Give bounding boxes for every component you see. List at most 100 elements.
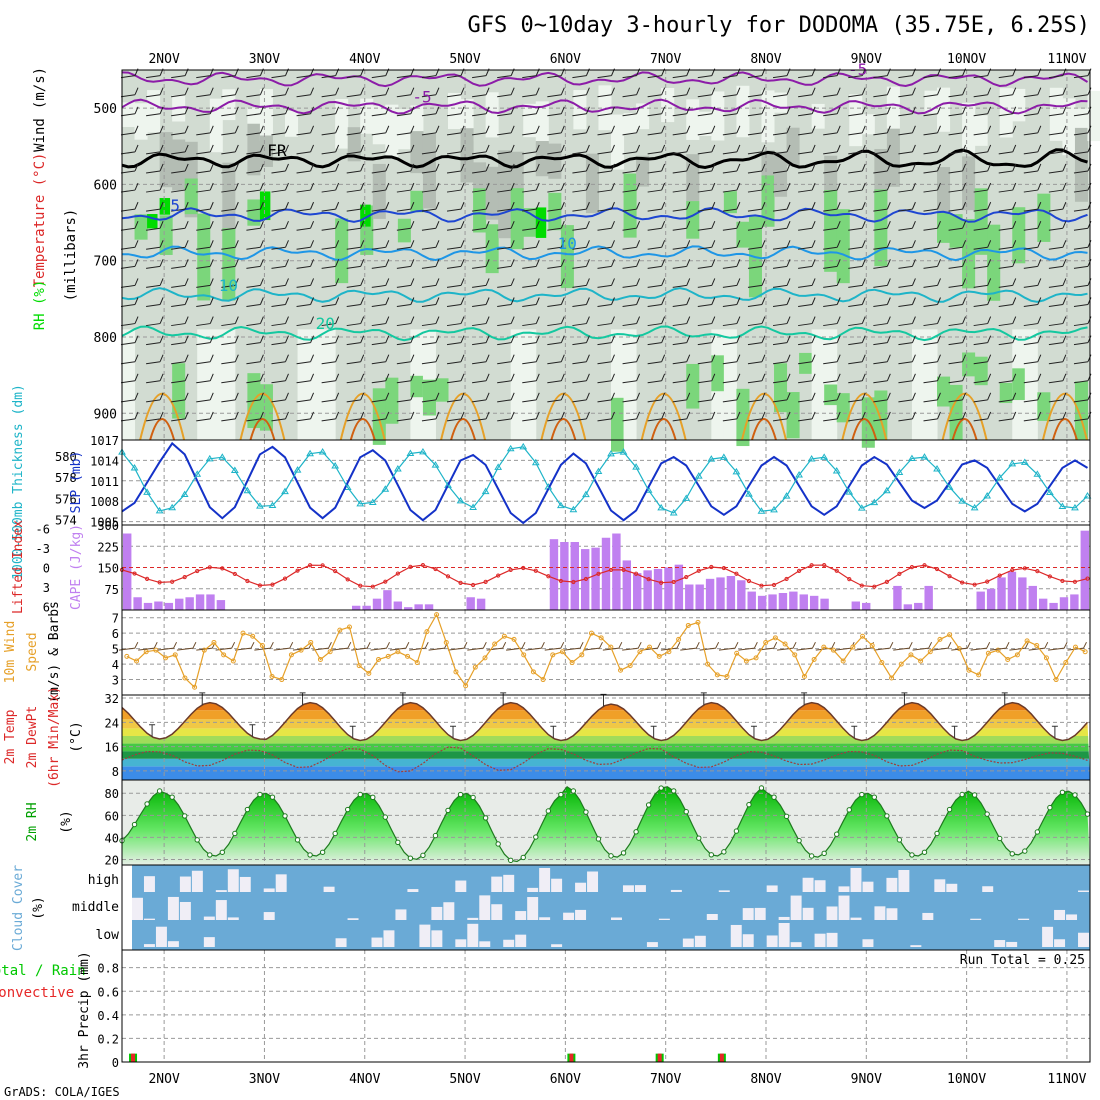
date-label-bottom: 10NOV [947, 1072, 986, 1087]
cloud-cover-bar [143, 876, 155, 892]
wind-barb [572, 259, 590, 269]
wind-barb [246, 221, 264, 231]
wind-barb [898, 411, 916, 422]
thickness-marker [694, 472, 703, 479]
wind-barb [672, 182, 691, 193]
wind-barb [296, 87, 315, 98]
wind-barb [998, 297, 1017, 307]
cloud-cover-bar [227, 917, 239, 920]
temp-tick-label: 8 [112, 765, 119, 779]
rh-green-patch [874, 189, 888, 267]
thickness-marker [1033, 470, 1042, 477]
rh-dry-patch [1024, 329, 1038, 440]
rh-green-patch [134, 214, 148, 240]
rh-dry-patch [222, 89, 236, 121]
rh-dry-patch [510, 329, 524, 440]
slp-tick-label: 1014 [90, 454, 119, 468]
thickness-marker [456, 496, 465, 504]
cape-bar [164, 602, 174, 610]
wind-barb [120, 221, 139, 231]
cape-bar [154, 601, 163, 610]
wind-barb [171, 297, 189, 307]
surface-wind-barb [331, 641, 352, 651]
wind-barb [697, 87, 716, 98]
cape-tick-label: 300 [97, 519, 119, 533]
surface-wind-barb [505, 641, 526, 651]
minmax-whisker [550, 725, 557, 739]
cape-bar [601, 537, 611, 610]
wind-barb [497, 87, 515, 98]
wind-barb [898, 373, 916, 384]
wind-barb [622, 201, 641, 212]
rh-moist-patch [686, 154, 700, 206]
rh-marker [896, 837, 903, 843]
rh-green-patch [774, 363, 788, 413]
wind-barb [421, 182, 440, 193]
rh-bright-patch [360, 204, 371, 227]
thickness-marker [419, 447, 427, 455]
wind-barb [823, 201, 841, 212]
rh-marker [834, 831, 840, 837]
cloud-cover-bar [563, 912, 575, 920]
wind-barb [396, 297, 415, 307]
wind-barb [572, 373, 590, 384]
wind-barb [747, 144, 766, 155]
wind-barb [171, 411, 189, 422]
wind-barb [697, 240, 716, 250]
wind-barb [823, 392, 841, 403]
warm-contour [640, 392, 687, 441]
wind-barb [171, 201, 189, 212]
wind-barb [873, 297, 891, 307]
surface-wind-barb [351, 641, 371, 651]
wind-barb [572, 278, 590, 288]
li-tick-label: -6 [36, 522, 50, 536]
surface-wind-barb [176, 641, 197, 651]
cape-tick-label: 75 [105, 583, 119, 597]
rh-moist-patch [159, 132, 173, 188]
rh-green-patch [172, 363, 186, 419]
rh-moist-patch [460, 128, 474, 183]
rh-marker [470, 794, 476, 801]
wind-barb [848, 411, 866, 422]
wind-barb [1048, 87, 1067, 98]
cape-bar [757, 595, 767, 610]
cloud-cover-bar [658, 918, 670, 920]
rh-marker [984, 811, 990, 817]
wind-barb [973, 316, 992, 327]
dewpoint-series [121, 746, 1088, 773]
rh-marker [1084, 811, 1091, 817]
wind-barb [697, 163, 716, 174]
wind-barb [497, 144, 515, 155]
wind-barb [472, 221, 490, 231]
warm-contour [239, 392, 286, 441]
wind-barb [446, 182, 465, 193]
rh-marker [859, 791, 865, 798]
wind-barb [396, 125, 415, 136]
wind-barb [597, 259, 615, 269]
cape-bar [1080, 530, 1089, 610]
rh-marker [997, 835, 1003, 842]
wind-barb [722, 106, 741, 117]
wind-barb [898, 182, 916, 193]
wind-barb [898, 392, 916, 403]
wind-barb [948, 144, 967, 155]
wind-barb [196, 392, 214, 403]
wind-barb [697, 278, 716, 288]
wind-barb [296, 354, 315, 365]
ylabel-wind-speed: Speed [25, 632, 40, 671]
rh-moist-patch [172, 139, 186, 191]
wind-barb [371, 201, 390, 212]
wind-barb [923, 354, 941, 365]
cloud-cover-bar [263, 912, 275, 920]
thickness-marker [293, 466, 302, 473]
wind-barb [321, 335, 340, 346]
wind-barb [1048, 411, 1067, 422]
wind-barb [1048, 240, 1067, 250]
slp-tick-label: 1011 [90, 475, 119, 489]
date-label-bottom: 7NOV [650, 1072, 681, 1087]
li-marker [345, 577, 350, 582]
wind-barb [522, 335, 540, 346]
cape-bar [674, 564, 684, 610]
wind-barb [973, 106, 992, 117]
wind-barb [672, 392, 691, 403]
